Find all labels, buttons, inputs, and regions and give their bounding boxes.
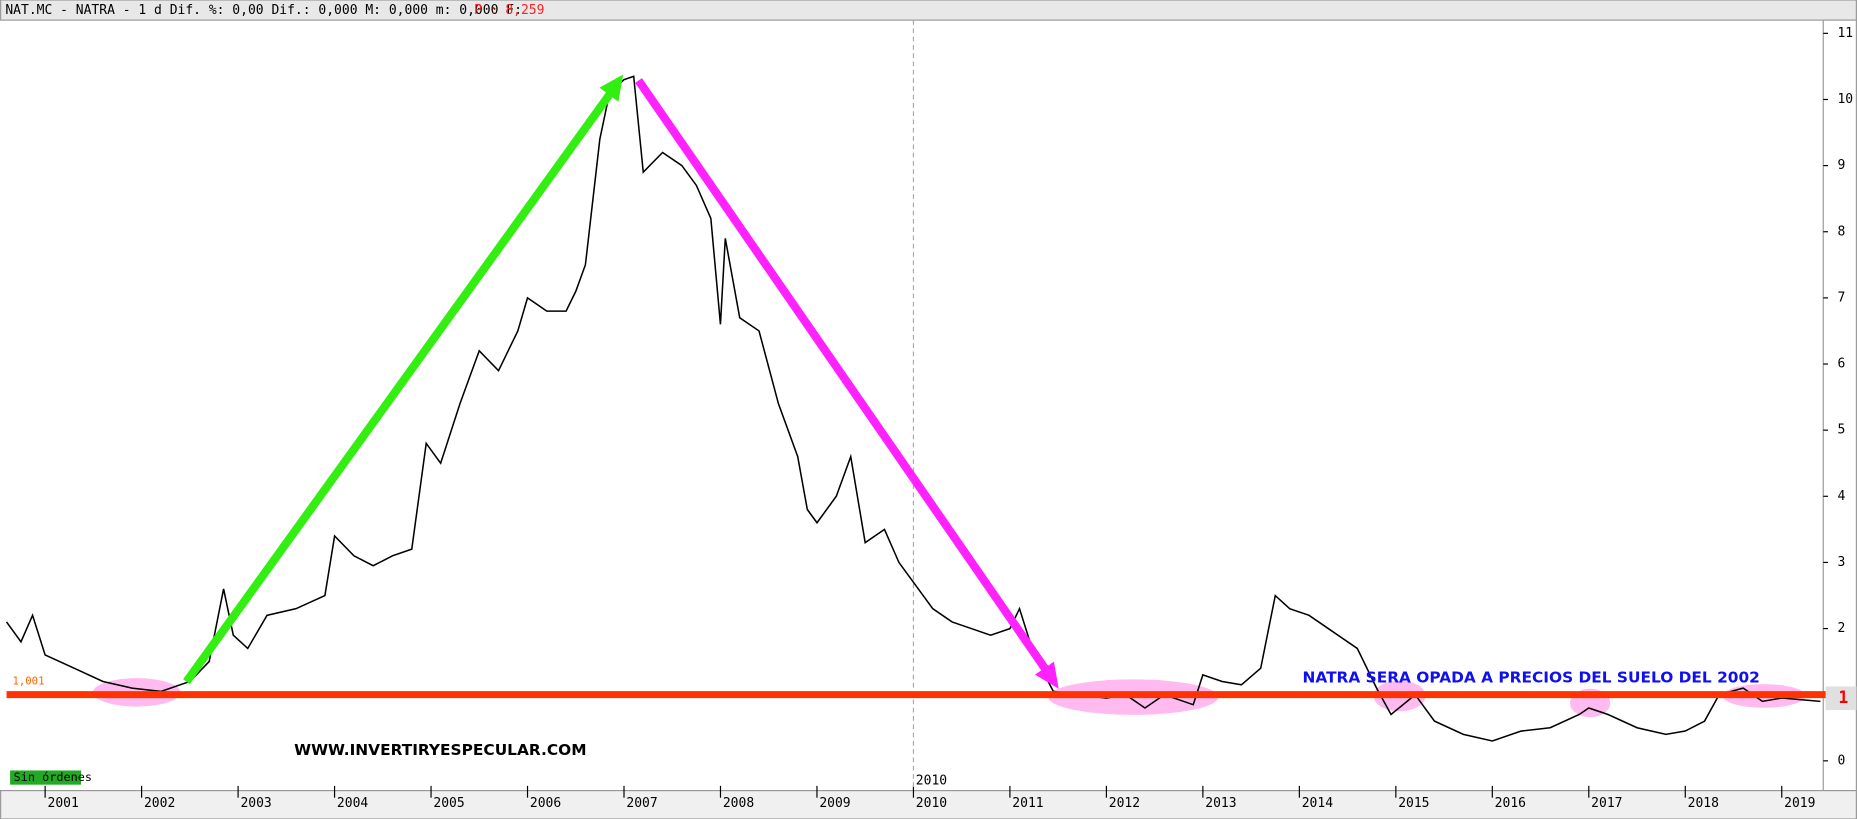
x-tick-label: 2019: [1784, 796, 1815, 811]
x-tick-label: 2011: [1012, 796, 1043, 811]
y-axis-strip: [1822, 19, 1857, 792]
y-tick-label: 7: [1837, 290, 1845, 305]
header-price: P : 8,259: [474, 3, 544, 18]
x-axis-strip: [0, 790, 1857, 819]
x-tick-label: 2015: [1398, 796, 1429, 811]
x-tick-label: 2003: [240, 796, 271, 811]
level-tag-box: [1825, 686, 1857, 711]
x-tick-label: 2017: [1591, 796, 1622, 811]
y-tick-label: 0: [1837, 753, 1845, 768]
status-box: [10, 770, 82, 785]
price-line: [5, 75, 1821, 742]
x-tick-label: 2008: [723, 796, 754, 811]
header-text: NAT.MC - NATRA - 1 d Dif. %: 0,00 Dif.: …: [5, 3, 522, 18]
x-tick-label: 2016: [1495, 796, 1526, 811]
arrow-up: [183, 86, 618, 685]
x-tick-label: 2004: [337, 796, 368, 811]
marker-label: 2010: [916, 774, 947, 789]
x-tick-label: 2013: [1205, 796, 1236, 811]
x-tick-label: 2002: [144, 796, 175, 811]
x-tick-label: 2014: [1302, 796, 1333, 811]
arrow-head: [1035, 661, 1059, 689]
y-tick-label: 3: [1837, 555, 1845, 570]
y-tick-label: 11: [1837, 26, 1853, 41]
arrow-down: [635, 78, 1053, 677]
y-tick-label: 9: [1837, 158, 1845, 173]
arrows: [183, 74, 1059, 689]
y-tick-label: 5: [1837, 423, 1845, 438]
level-label: 1,001: [12, 675, 44, 688]
annotation: NATRA SERA OPADA A PRECIOS DEL SUELO DEL…: [1302, 669, 1759, 687]
x-tick-label: 2012: [1109, 796, 1140, 811]
arrow-head: [599, 74, 624, 102]
header-bar: [0, 0, 1857, 21]
y-tick-label: 6: [1837, 357, 1845, 372]
x-tick-label: 2005: [433, 796, 464, 811]
y-tick-label: 10: [1837, 92, 1853, 107]
level-tag: 1: [1838, 688, 1848, 707]
x-tick-label: 2007: [626, 796, 657, 811]
y-tick-label: 4: [1837, 489, 1845, 504]
y-tick-label: 2: [1837, 621, 1845, 636]
x-tick-label: 2009: [819, 796, 850, 811]
x-tick-label: 2018: [1688, 796, 1719, 811]
status-text: Sin órdenes: [14, 770, 92, 784]
y-tick-label: 8: [1837, 224, 1845, 239]
annotation: WWW.INVERTIRYESPECULAR.COM: [294, 741, 586, 759]
x-tick-label: 2006: [530, 796, 561, 811]
x-tick-label: 2010: [916, 796, 947, 811]
x-tick-label: 2001: [47, 796, 78, 811]
